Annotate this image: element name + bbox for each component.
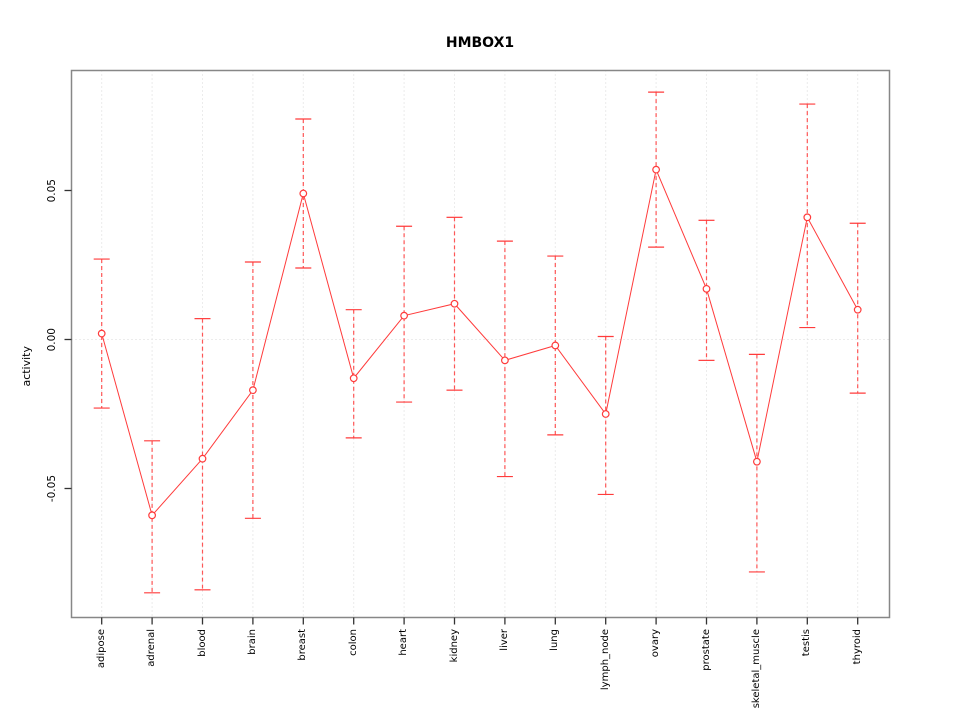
y-tick-label: 0.00 — [45, 328, 58, 352]
x-tick-label: lymph_node — [599, 628, 611, 690]
x-tick-label: heart — [398, 628, 410, 656]
y-tick-label: -0.05 — [45, 475, 58, 503]
data-point — [400, 311, 409, 320]
data-point — [148, 511, 157, 520]
data-point — [803, 213, 812, 222]
series-line — [101, 167, 859, 517]
data-point — [450, 299, 459, 308]
x-tick-label: skeletal_muscle — [750, 628, 762, 708]
data-point — [601, 410, 610, 418]
x-tick-label: breast — [297, 628, 309, 661]
data-point — [299, 189, 308, 198]
data-point — [853, 305, 862, 314]
x-tick-label: adrenal — [146, 628, 158, 667]
x-tick-label: liver — [498, 628, 510, 651]
x-tick-label: colon — [347, 628, 359, 656]
chart-title: HMBOX1 — [445, 35, 515, 51]
data-point — [97, 329, 106, 338]
x-tick-label: kidney — [448, 628, 460, 662]
x-tick-label: prostate — [700, 628, 712, 671]
data-point — [248, 386, 257, 395]
x-tick-label: ovary — [650, 628, 662, 657]
x-tick-label: adipose — [95, 628, 107, 668]
data-point — [753, 457, 761, 466]
x-tick-label: brain — [246, 628, 258, 655]
data-point — [198, 454, 207, 463]
plot-frame — [70, 69, 891, 619]
y-tick-label: 0.05 — [45, 179, 58, 203]
x-tick-label: thyroid — [851, 628, 863, 664]
data-point — [652, 165, 660, 174]
data-point — [349, 374, 358, 383]
x-tick-label: lung — [549, 628, 561, 651]
x-tick-label: blood — [196, 628, 208, 657]
data-point — [551, 341, 560, 350]
data-point — [702, 284, 711, 293]
data-point — [501, 356, 509, 365]
y-axis-label: activity — [20, 345, 33, 387]
x-tick-label: testis — [801, 628, 813, 656]
